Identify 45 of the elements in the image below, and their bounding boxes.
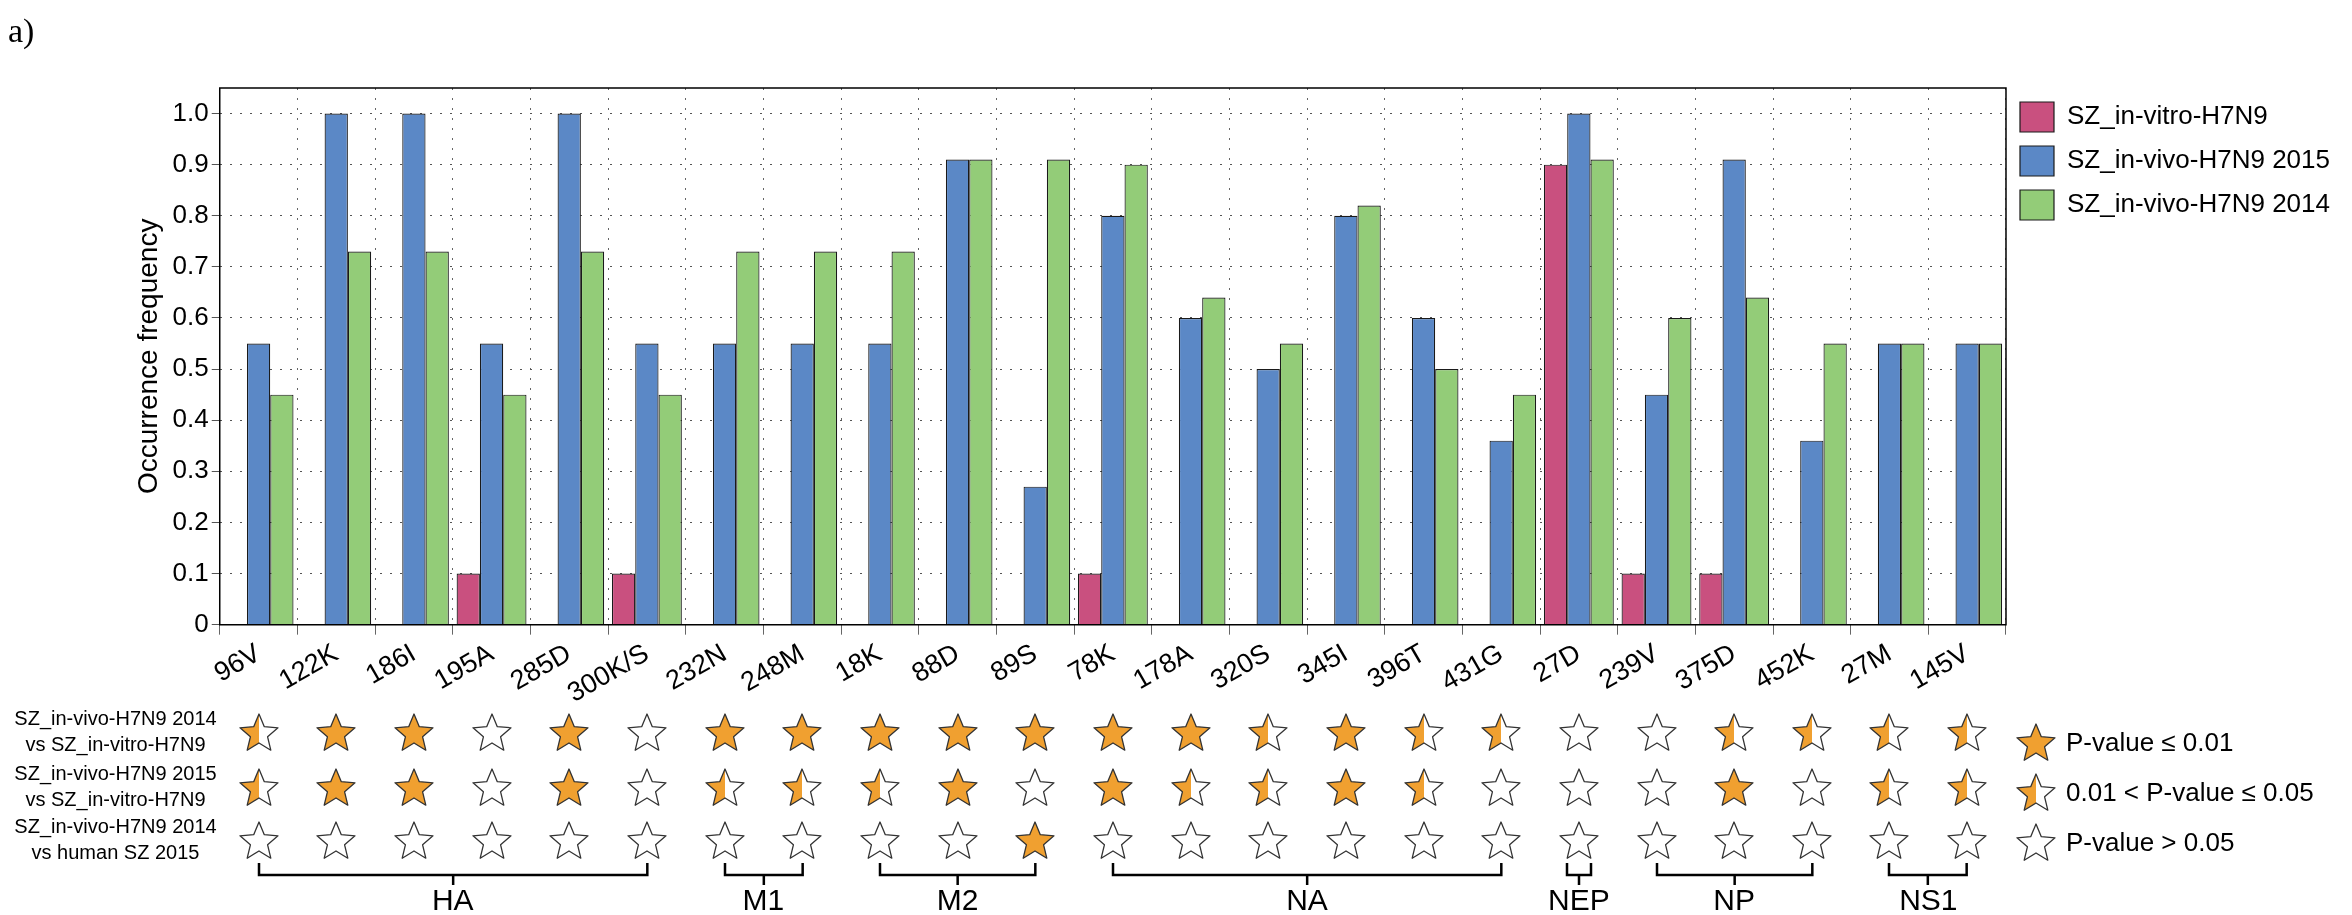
y-tick-label: 1.0 [172, 96, 209, 127]
x-tick-label: 178A [1127, 637, 1198, 695]
x-tick-label: 89S [985, 637, 1042, 688]
text: NP [1712, 883, 1756, 915]
text: SZ_in-vivo-H7N9 2014 vs human SZ 2015 [13, 814, 218, 865]
text: P-value > 0.05 [2065, 827, 2235, 858]
x-tick-label: 431G [1435, 637, 1508, 697]
text: NA [1285, 883, 1329, 915]
y-tick-label: 0.9 [172, 147, 209, 178]
y-tick-label: 0.2 [172, 505, 209, 536]
y-tick-label: 0.7 [172, 250, 209, 281]
text: M1 [741, 883, 786, 915]
text: NEP [1547, 883, 1611, 915]
legend-label: SZ_in-vivo-H7N9 2015 [2066, 144, 2331, 175]
y-tick-label: 0.1 [172, 556, 209, 587]
x-tick-label: 18K [830, 637, 887, 688]
x-tick-label: 27M [1835, 637, 1897, 690]
y-tick-label: 0.4 [172, 403, 209, 434]
y-axis-title: Occurrence frequency [131, 218, 163, 495]
legend-label: SZ_in-vivo-H7N9 2014 [2066, 188, 2331, 219]
y-tick-label: 0.8 [172, 198, 209, 229]
x-tick-label: 195A [428, 637, 499, 695]
x-tick-label: 320S [1205, 637, 1275, 695]
x-tick-label: 78K [1063, 637, 1120, 688]
x-tick-label: 345I [1292, 637, 1353, 690]
x-tick-label: 88D [906, 637, 965, 689]
text: P-value ≤ 0.01 [2065, 727, 2234, 758]
y-tick-label: 0.6 [172, 301, 209, 332]
x-tick-label: 27D [1527, 637, 1586, 689]
y-tick-label: 0.5 [172, 352, 209, 383]
text: NS1 [1898, 883, 1959, 915]
x-tick-label: 452K [1748, 637, 1819, 695]
legend-label: SZ_in-vitro-H7N9 [2066, 100, 2268, 131]
text: 0.01 < P-value ≤ 0.05 [2065, 777, 2314, 808]
text: HA [430, 883, 475, 915]
x-tick-label: 396T [1361, 637, 1431, 695]
text: SZ_in-vivo-H7N9 2015 vs SZ_in-vitro-H7N9 [13, 761, 218, 812]
x-tick-label: 186I [360, 637, 421, 690]
text: M2 [935, 883, 980, 915]
text: SZ_in-vivo-H7N9 2014 vs SZ_in-vitro-H7N9 [13, 706, 218, 757]
text: a) [8, 12, 35, 50]
y-tick-label: 0 [194, 607, 209, 638]
x-tick-label: 96V [208, 637, 266, 688]
x-tick-label: 375D [1670, 637, 1741, 696]
y-tick-label: 0.3 [172, 454, 209, 485]
